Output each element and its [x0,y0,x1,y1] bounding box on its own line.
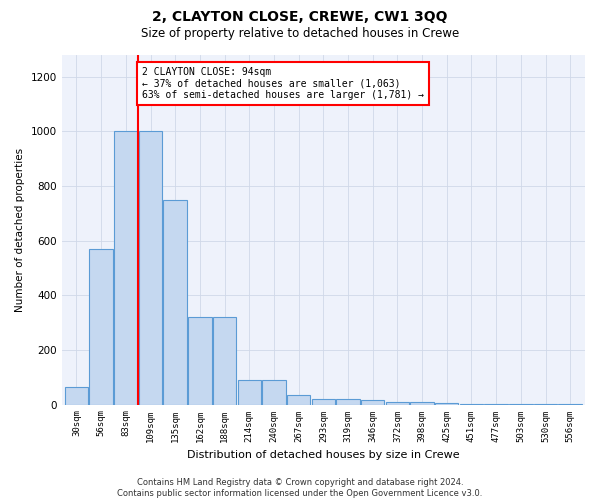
X-axis label: Distribution of detached houses by size in Crewe: Distribution of detached houses by size … [187,450,460,460]
Bar [188,317,212,404]
Bar [262,380,286,404]
Bar [386,402,409,404]
Bar [361,400,385,404]
Bar [410,402,434,404]
Bar [336,399,360,404]
Text: 2 CLAYTON CLOSE: 94sqm
← 37% of detached houses are smaller (1,063)
63% of semi-: 2 CLAYTON CLOSE: 94sqm ← 37% of detached… [142,68,424,100]
Bar [435,403,458,404]
Y-axis label: Number of detached properties: Number of detached properties [15,148,25,312]
Bar [311,399,335,404]
Bar [89,249,113,404]
Text: Size of property relative to detached houses in Crewe: Size of property relative to detached ho… [141,28,459,40]
Bar [139,132,162,404]
Bar [163,200,187,404]
Bar [238,380,261,404]
Text: Contains HM Land Registry data © Crown copyright and database right 2024.
Contai: Contains HM Land Registry data © Crown c… [118,478,482,498]
Text: 2, CLAYTON CLOSE, CREWE, CW1 3QQ: 2, CLAYTON CLOSE, CREWE, CW1 3QQ [152,10,448,24]
Bar [213,317,236,404]
Bar [65,387,88,404]
Bar [114,132,137,404]
Bar [287,395,310,404]
